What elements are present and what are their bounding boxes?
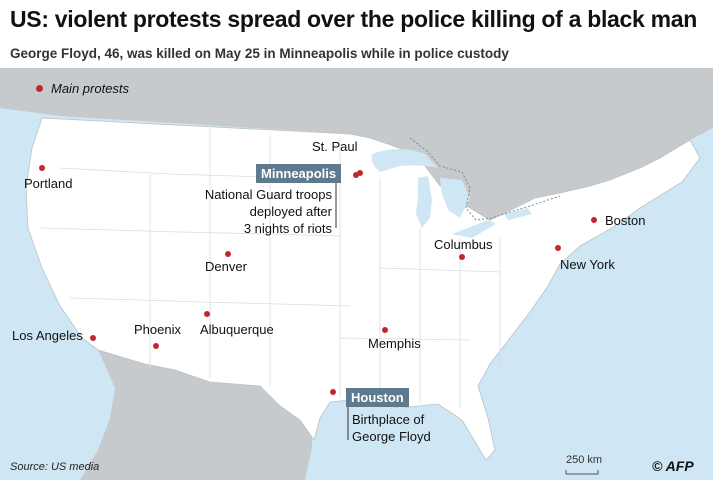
marker-columbus — [459, 254, 465, 260]
marker-boston — [591, 217, 597, 223]
afp-logo: © AFP — [652, 458, 694, 474]
legend: Main protests — [36, 81, 129, 96]
marker-new-york — [555, 245, 561, 251]
houston-note: Birthplace of George Floyd — [352, 411, 431, 445]
marker-portland — [39, 165, 45, 171]
protest-markers — [39, 165, 597, 395]
city-memphis: Memphis — [368, 336, 421, 351]
houston-note-line: Birthplace of — [352, 412, 425, 427]
state-lines — [39, 128, 501, 408]
lake-michigan — [416, 176, 432, 228]
minneapolis-note-line: deployed after — [249, 204, 332, 219]
lake-huron — [440, 178, 470, 218]
legend-marker — [36, 85, 43, 93]
city-new-york: New York — [560, 257, 615, 272]
lake-erie — [452, 220, 496, 238]
canada-land — [0, 68, 713, 220]
scale-bar — [565, 470, 599, 475]
houston-note-line: George Floyd — [352, 429, 431, 444]
city-boston: Boston — [605, 213, 646, 228]
marker-minneapolis — [353, 172, 359, 178]
marker-denver — [225, 251, 231, 257]
scale-label: 250 km — [566, 454, 603, 466]
city-phoenix: Phoenix — [134, 322, 181, 337]
border-dotted — [409, 137, 561, 221]
page-title: US: violent protests spread over the pol… — [10, 6, 697, 32]
legend-label: Main protests — [51, 81, 130, 96]
lake-ontario — [504, 208, 532, 220]
us-land — [25, 117, 701, 461]
city-denver: Denver — [205, 259, 247, 274]
tag-minneapolis: Minneapolis — [256, 164, 342, 183]
city-albuquerque: Albuquerque — [200, 322, 274, 337]
marker-phoenix — [153, 343, 159, 349]
tag-houston: Houston — [346, 388, 409, 407]
marker-memphis — [382, 327, 388, 333]
minneapolis-note-line: 3 nights of riots — [243, 221, 332, 236]
page-subtitle: George Floyd, 46, was killed on May 25 i… — [10, 46, 509, 61]
lake-superior — [371, 149, 438, 172]
source-note: Source: US media — [10, 461, 100, 473]
marker-houston — [330, 389, 336, 395]
city-columbus: Columbus — [434, 237, 493, 252]
marker-albuquerque — [204, 311, 210, 317]
us-map — [0, 68, 713, 480]
minneapolis-note-line: National Guard troops — [204, 187, 332, 202]
city-los-angeles: Los Angeles — [12, 328, 83, 343]
city-st-paul: St. Paul — [312, 139, 358, 154]
minneapolis-note: National Guard troops deployed after 3 n… — [182, 186, 332, 237]
mexico-land — [80, 350, 312, 480]
marker-los-angeles — [90, 335, 96, 341]
city-portland: Portland — [24, 176, 73, 191]
